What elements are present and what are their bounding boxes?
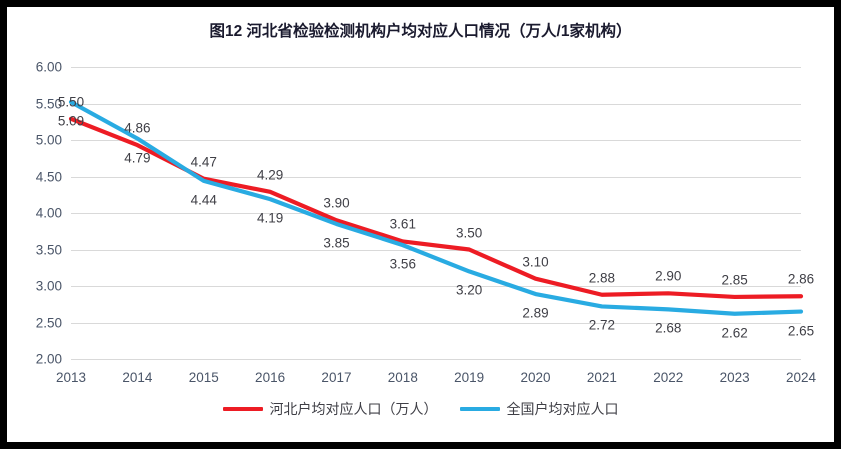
data-label: 4.29 — [256, 167, 284, 183]
x-axis-tick: 2020 — [520, 370, 551, 385]
legend-color-swatch — [222, 407, 263, 411]
gridline — [71, 249, 801, 251]
series-lines — [68, 99, 804, 316]
y-axis-tick: 4.00 — [35, 205, 62, 221]
x-axis-tick: 2015 — [188, 370, 219, 385]
legend-label: 河北户均对应人口（万人） — [269, 401, 438, 417]
gridline — [71, 176, 801, 178]
data-label: 4.44 — [190, 192, 217, 208]
x-axis-tick: 2019 — [454, 370, 485, 385]
x-axis-tick: 2018 — [387, 370, 418, 385]
x-axis-tick: 2024 — [785, 370, 817, 385]
gridline — [71, 322, 801, 324]
y-axis-tick: 2.50 — [35, 315, 62, 330]
y-axis-tick: 6.00 — [35, 59, 62, 75]
plot-area: 6.00 5.50 5.00 4.50 4.00 3.50 3.00 2.50 2.00 201… — [36, 60, 816, 386]
data-label: 3.20 — [456, 282, 483, 298]
gridline — [71, 103, 801, 105]
data-label: 5.50 — [57, 94, 85, 110]
y-axis-tick: 3.00 — [35, 278, 62, 294]
data-label: 2.62 — [721, 325, 748, 341]
x-axis-tick: 2021 — [586, 370, 617, 385]
data-label: 2.88 — [588, 270, 616, 286]
data-label: 5.09 — [57, 113, 85, 129]
y-axis-tick: 2.00 — [35, 351, 62, 367]
data-label: 2.86 — [787, 271, 815, 287]
data-label: 2.65 — [787, 323, 815, 339]
gridline — [71, 359, 801, 360]
y-axis-tick: 4.50 — [35, 169, 62, 184]
x-axis-tick: 2017 — [321, 370, 352, 385]
chart-title: 图12 河北省检验检测机构户均对应人口情况（万人/1家机构） — [209, 23, 632, 40]
y-axis-tick: 3.50 — [35, 242, 62, 257]
gridline — [71, 140, 801, 141]
data-label: 4.19 — [256, 210, 284, 226]
data-label: 2.85 — [721, 272, 748, 288]
series-line — [68, 116, 804, 300]
data-label: 2.72 — [588, 317, 616, 333]
x-axis-tick: 2023 — [719, 370, 750, 385]
gridline — [71, 286, 801, 287]
legend-item[interactable]: 全国户均对应人口 — [459, 399, 619, 419]
data-label: 4.79 — [124, 150, 151, 166]
data-label: 3.50 — [456, 225, 483, 240]
data-label: 3.85 — [323, 235, 350, 251]
x-axis-tick: 2013 — [55, 370, 87, 385]
chart-legend: 河北户均对应人口（万人） 全国户均对应人口 — [7, 399, 834, 419]
x-axis-tick: 2022 — [653, 370, 684, 385]
x-axis-tick: 2014 — [122, 370, 153, 385]
data-label: 2.89 — [522, 305, 549, 321]
series-line — [68, 99, 804, 316]
data-label: 2.68 — [655, 320, 682, 336]
data-label: 3.90 — [323, 195, 350, 211]
legend-label: 全国户均对应人口 — [506, 401, 619, 417]
data-label: 2.90 — [655, 268, 682, 284]
legend-item[interactable]: 河北户均对应人口（万人） — [222, 399, 438, 419]
data-label: 3.10 — [522, 254, 549, 270]
y-axis-tick: 5.50 — [35, 96, 62, 111]
gridline — [71, 67, 801, 68]
data-label: 4.47 — [190, 154, 217, 170]
data-label: 3.56 — [389, 256, 416, 272]
data-label: 4.86 — [124, 120, 151, 136]
legend-color-swatch — [459, 407, 500, 411]
gridline — [71, 213, 801, 214]
data-label: 3.61 — [389, 216, 416, 232]
chart-figure: 图12 河北省检验检测机构户均对应人口情况（万人/1家机构） 6.00 5.50 5… — [7, 7, 834, 442]
x-axis-tick: 2016 — [255, 370, 286, 385]
y-axis-tick: 5.00 — [35, 132, 62, 148]
